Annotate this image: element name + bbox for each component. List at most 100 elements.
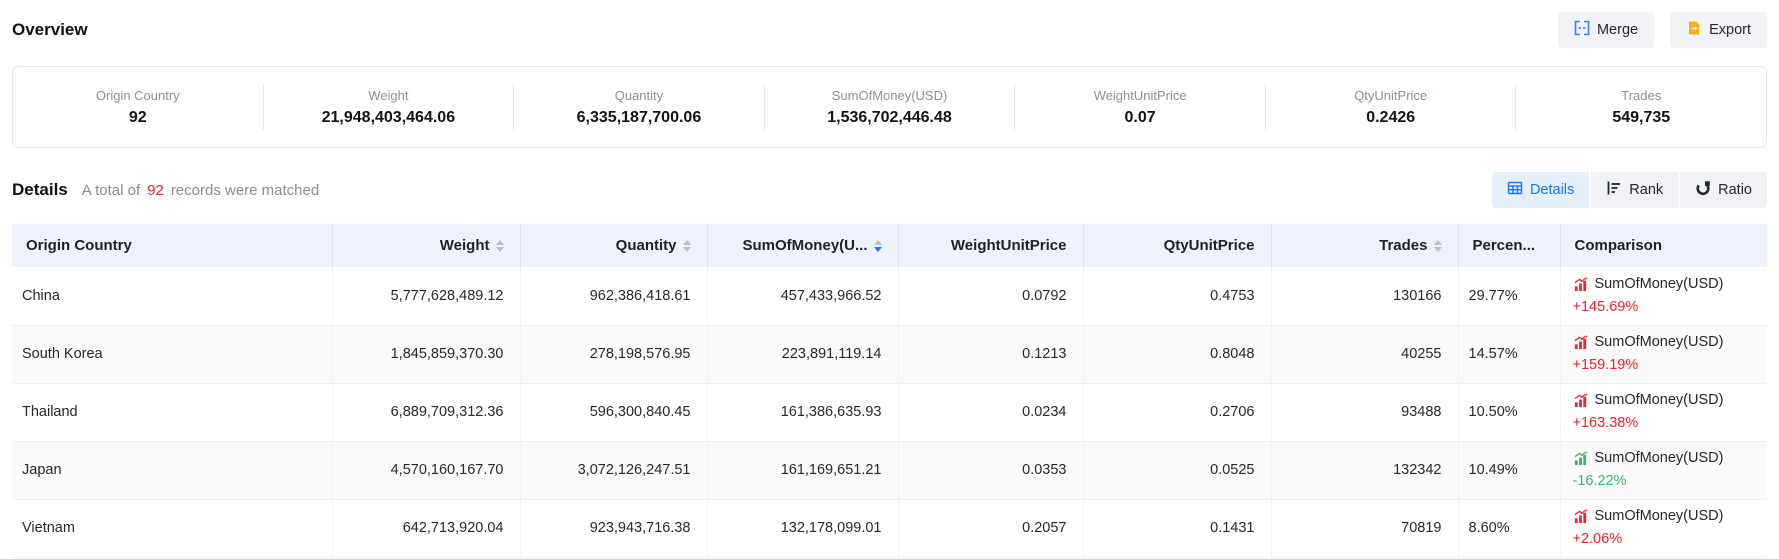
summary-value: 6,335,187,700.06: [576, 108, 702, 126]
col-trades[interactable]: Trades: [1271, 224, 1459, 267]
merge-label: Merge: [1596, 22, 1639, 38]
summary-quantity: Quantity 6,335,187,700.06: [513, 84, 764, 130]
table-row[interactable]: Japan 4,570,160,167.70 3,072,126,247.51 …: [12, 441, 1767, 500]
tab-label: Details: [1529, 182, 1575, 198]
cell-quantity: 278,198,576.95: [520, 325, 708, 384]
summary-value: 21,948,403,464.06: [321, 108, 456, 126]
summary-value: 0.2426: [1366, 108, 1416, 126]
cell-quantity: 596,300,840.45: [520, 383, 708, 442]
col-comparison: Comparison: [1560, 224, 1767, 267]
trend-chart-icon: [1573, 335, 1588, 350]
summary-value: 1,536,702,446.48: [827, 108, 952, 126]
details-heading: Details A total of 92 records were matched: [12, 180, 319, 200]
tab-details[interactable]: Details: [1491, 172, 1590, 208]
top-actions: Merge Export: [1557, 12, 1767, 48]
cell-weight: 4,570,160,167.70: [332, 441, 521, 500]
col-quantity[interactable]: Quantity: [520, 224, 708, 267]
summary-sum-of-money: SumOfMoney(USD) 1,536,702,446.48: [763, 84, 1015, 130]
cell-origin-country: South Korea: [12, 325, 333, 384]
cell-qty-unit-price: 0.4753: [1083, 267, 1272, 326]
top-bar: Overview Merge Export: [12, 0, 1767, 48]
summary-value: 92: [128, 108, 147, 126]
summary-value: 0.07: [1124, 108, 1156, 126]
summary-label: Weight: [368, 87, 409, 103]
table-row[interactable]: Vietnam 642,713,920.04 923,943,716.38 13…: [12, 499, 1767, 558]
comparison-change: +145.69%: [1572, 298, 1639, 315]
sort-caret-icon[interactable]: [1433, 239, 1442, 252]
tab-label: Rank: [1629, 182, 1664, 198]
sort-caret-icon[interactable]: [682, 239, 691, 252]
summary-label: WeightUnitPrice: [1093, 87, 1187, 103]
tab-rank[interactable]: Rank: [1591, 172, 1679, 208]
cell-quantity: 923,943,716.38: [520, 499, 708, 558]
comparison-metric: SumOfMoney(USD): [1594, 334, 1724, 350]
cell-percent: 14.57%: [1458, 325, 1561, 384]
cell-comparison: SumOfMoney(USD) +145.69%: [1560, 267, 1767, 326]
sort-caret-icon[interactable]: [873, 239, 882, 252]
table-icon: [1507, 180, 1523, 200]
cell-weight-unit-price: 0.0353: [898, 441, 1084, 500]
summary-label: Trades: [1621, 87, 1662, 103]
cell-percent: 10.49%: [1458, 441, 1561, 500]
summary-label: Quantity: [614, 87, 664, 103]
trend-chart-icon: [1573, 509, 1588, 524]
cell-sum-of-money: 161,386,635.93: [707, 383, 899, 442]
merge-button[interactable]: Merge: [1557, 12, 1655, 48]
cell-quantity: 3,072,126,247.51: [520, 441, 708, 500]
comparison-metric: SumOfMoney(USD): [1594, 450, 1724, 466]
export-icon: [1686, 20, 1702, 40]
table-row[interactable]: China 5,777,628,489.12 962,386,418.61 45…: [12, 267, 1767, 326]
match-summary: A total of 92 records were matched: [81, 182, 320, 199]
trend-chart-icon: [1573, 451, 1588, 466]
page-title: Overview: [12, 20, 88, 39]
summary-origin-country: Origin Country 92: [13, 84, 263, 130]
trend-chart-icon: [1573, 393, 1588, 408]
summary-qty-unit-price: QtyUnitPrice 0.2426: [1264, 84, 1516, 130]
tab-ratio[interactable]: Ratio: [1680, 172, 1767, 208]
cell-comparison: SumOfMoney(USD) -16.22%: [1560, 441, 1767, 500]
details-table: Origin Country Weight Quantity SumOfMone…: [12, 224, 1767, 558]
export-label: Export: [1709, 22, 1751, 38]
cell-trades: 70819: [1271, 499, 1459, 558]
table-row[interactable]: Thailand 6,889,709,312.36 596,300,840.45…: [12, 383, 1767, 442]
cell-quantity: 962,386,418.61: [520, 267, 708, 326]
cell-weight-unit-price: 0.0792: [898, 267, 1084, 326]
cell-trades: 130166: [1271, 267, 1459, 326]
details-title: Details: [12, 180, 68, 199]
view-switcher: Details Rank Ratio: [1491, 172, 1767, 208]
cell-percent: 8.60%: [1458, 499, 1561, 558]
cell-origin-country: Thailand: [12, 383, 333, 442]
cell-percent: 29.77%: [1458, 267, 1561, 326]
ratio-icon: [1695, 180, 1711, 200]
cell-sum-of-money: 457,433,966.52: [707, 267, 899, 326]
cell-origin-country: Japan: [12, 441, 333, 500]
cell-percent: 10.50%: [1458, 383, 1561, 442]
trend-chart-icon: [1573, 276, 1588, 292]
cell-weight: 5,777,628,489.12: [332, 267, 521, 326]
summary-label: Origin Country: [95, 87, 180, 103]
col-weight[interactable]: Weight: [332, 224, 521, 267]
comparison-metric: SumOfMoney(USD): [1594, 275, 1724, 292]
comparison-change: +159.19%: [1572, 357, 1639, 373]
sort-caret-icon[interactable]: [495, 239, 504, 252]
cell-qty-unit-price: 0.1431: [1083, 499, 1272, 558]
export-button[interactable]: Export: [1670, 12, 1767, 48]
comparison-change: +163.38%: [1572, 415, 1639, 431]
cell-sum-of-money: 132,178,099.01: [707, 499, 899, 558]
comparison-metric: SumOfMoney(USD): [1594, 508, 1724, 524]
summary-trades: Trades 549,735: [1515, 84, 1766, 130]
cell-weight-unit-price: 0.1213: [898, 325, 1084, 384]
col-percent: Percen...: [1458, 224, 1561, 267]
cell-sum-of-money: 223,891,119.14: [707, 325, 899, 384]
cell-weight: 1,845,859,370.30: [332, 325, 521, 384]
cell-trades: 132342: [1271, 441, 1459, 500]
col-sum-of-money[interactable]: SumOfMoney(U...: [707, 224, 899, 267]
summary-weight: Weight 21,948,403,464.06: [262, 84, 514, 130]
table-row[interactable]: South Korea 1,845,859,370.30 278,198,576…: [12, 325, 1767, 384]
cell-qty-unit-price: 0.8048: [1083, 325, 1272, 384]
cell-trades: 40255: [1271, 325, 1459, 384]
comparison-metric: SumOfMoney(USD): [1594, 392, 1724, 408]
comparison-change: +2.06%: [1572, 531, 1623, 547]
summary-label: QtyUnitPrice: [1354, 87, 1428, 103]
